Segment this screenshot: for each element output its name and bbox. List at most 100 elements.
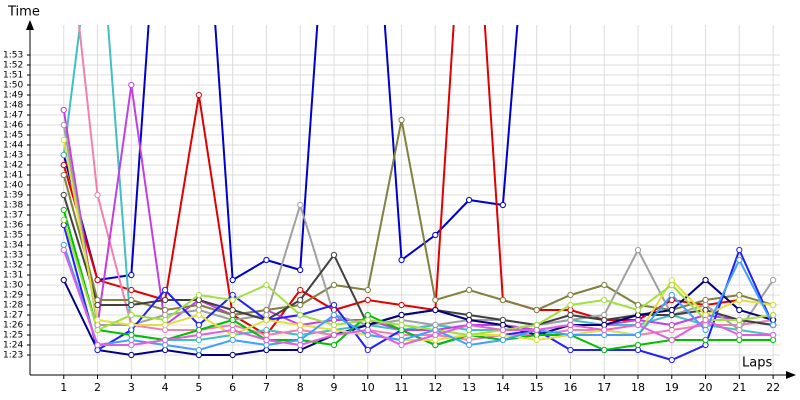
point bbox=[128, 271, 135, 279]
point bbox=[263, 326, 270, 334]
point bbox=[60, 121, 67, 129]
point bbox=[634, 341, 642, 349]
point bbox=[499, 336, 506, 344]
point bbox=[195, 326, 202, 334]
x-axis-arrow bbox=[786, 371, 796, 379]
point bbox=[432, 341, 439, 349]
y-tick-label: 1:33 bbox=[3, 251, 23, 261]
point bbox=[60, 221, 67, 229]
point bbox=[162, 346, 169, 354]
point bbox=[128, 351, 135, 359]
y-tick-label: 1:24 bbox=[3, 341, 23, 351]
point bbox=[634, 316, 642, 324]
point bbox=[229, 306, 236, 314]
point bbox=[668, 281, 675, 289]
point bbox=[770, 311, 777, 319]
point bbox=[432, 231, 439, 239]
point bbox=[94, 301, 101, 309]
point bbox=[364, 296, 371, 304]
point bbox=[499, 321, 506, 329]
point bbox=[60, 276, 67, 284]
point bbox=[229, 321, 236, 329]
point bbox=[668, 276, 675, 284]
point bbox=[634, 306, 642, 314]
point bbox=[533, 336, 540, 344]
point bbox=[229, 331, 236, 339]
point bbox=[330, 326, 338, 334]
y-tick-label: 1:35 bbox=[3, 231, 23, 241]
x-tick-label: 15 bbox=[530, 381, 544, 394]
point bbox=[195, 351, 202, 359]
point bbox=[297, 341, 304, 349]
point bbox=[297, 336, 304, 344]
point bbox=[60, 241, 67, 249]
point bbox=[702, 326, 709, 334]
y-tick-label: 1:31 bbox=[3, 271, 23, 281]
series-line bbox=[62, 124, 774, 332]
x-tick-label: 9 bbox=[331, 381, 338, 394]
point bbox=[398, 341, 405, 349]
point bbox=[60, 206, 67, 214]
point bbox=[398, 316, 405, 324]
point bbox=[432, 321, 439, 329]
point bbox=[702, 306, 709, 314]
x-tick-label: 20 bbox=[699, 381, 713, 394]
point bbox=[330, 331, 338, 339]
point bbox=[297, 266, 304, 274]
point bbox=[263, 306, 270, 314]
x-axis-title: Laps bbox=[742, 356, 772, 371]
point bbox=[263, 336, 270, 344]
point bbox=[567, 311, 574, 319]
point bbox=[601, 331, 608, 339]
series-line bbox=[62, 219, 774, 337]
y-tick-label: 1:52 bbox=[3, 61, 23, 71]
x-tick-label: 19 bbox=[665, 381, 679, 394]
point bbox=[60, 161, 67, 169]
point bbox=[668, 356, 675, 364]
point bbox=[195, 301, 202, 309]
point bbox=[94, 316, 101, 324]
point bbox=[94, 191, 101, 199]
point bbox=[702, 311, 709, 319]
point bbox=[128, 301, 135, 309]
point bbox=[60, 171, 67, 179]
y-tick-label: 1:38 bbox=[3, 201, 23, 211]
point bbox=[330, 311, 338, 319]
x-tick-label: 18 bbox=[631, 381, 645, 394]
y-tick-label: 1:28 bbox=[3, 301, 23, 311]
point bbox=[466, 336, 473, 344]
point bbox=[601, 311, 608, 319]
y-tick-label: 1:41 bbox=[3, 171, 23, 181]
point bbox=[770, 331, 777, 339]
point bbox=[195, 321, 202, 329]
x-tick-label: 13 bbox=[462, 381, 476, 394]
point bbox=[128, 341, 135, 349]
point bbox=[736, 336, 743, 344]
point bbox=[736, 306, 743, 314]
point bbox=[736, 246, 743, 254]
point bbox=[297, 201, 304, 209]
point bbox=[297, 346, 304, 354]
y-tick-label: 1:36 bbox=[3, 221, 23, 231]
point bbox=[364, 311, 371, 319]
point bbox=[398, 311, 405, 319]
y-tick-label: 1:25 bbox=[3, 331, 23, 341]
point bbox=[601, 296, 608, 304]
point bbox=[330, 281, 338, 289]
point bbox=[736, 326, 743, 334]
point bbox=[330, 251, 338, 259]
point bbox=[601, 281, 608, 289]
point bbox=[398, 301, 405, 309]
point bbox=[229, 316, 236, 324]
point bbox=[229, 296, 236, 304]
point bbox=[499, 331, 506, 339]
y-tick-label: 1:43 bbox=[3, 151, 23, 161]
point bbox=[466, 326, 473, 334]
point bbox=[601, 326, 608, 334]
point bbox=[195, 346, 202, 354]
point bbox=[263, 311, 270, 319]
point bbox=[567, 331, 574, 339]
point bbox=[128, 311, 135, 319]
point bbox=[567, 321, 574, 329]
point bbox=[229, 311, 236, 319]
